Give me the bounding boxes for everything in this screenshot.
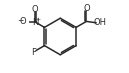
Text: −: − bbox=[17, 16, 23, 25]
Text: +: + bbox=[35, 18, 40, 22]
Text: O: O bbox=[83, 4, 90, 13]
Text: F: F bbox=[31, 48, 36, 57]
Text: O: O bbox=[19, 17, 26, 26]
Text: O: O bbox=[32, 5, 38, 14]
Text: OH: OH bbox=[93, 18, 106, 27]
Text: N: N bbox=[32, 18, 39, 27]
